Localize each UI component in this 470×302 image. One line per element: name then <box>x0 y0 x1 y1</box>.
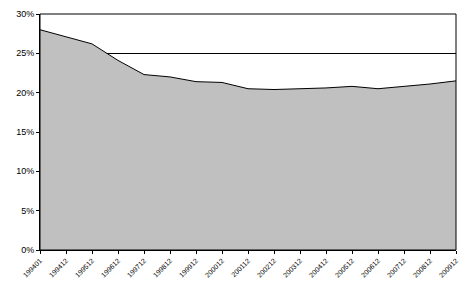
svg-text:200412: 200412 <box>308 257 330 279</box>
svg-text:30%: 30% <box>16 9 34 19</box>
svg-text:200712: 200712 <box>386 257 408 279</box>
svg-text:200612: 200612 <box>360 257 382 279</box>
svg-text:200812: 200812 <box>412 257 434 279</box>
svg-text:200012: 200012 <box>204 257 226 279</box>
svg-text:199712: 199712 <box>126 257 148 279</box>
svg-text:200212: 200212 <box>256 257 278 279</box>
svg-text:199812: 199812 <box>152 257 174 279</box>
svg-text:10%: 10% <box>16 166 34 176</box>
svg-text:20%: 20% <box>16 88 34 98</box>
svg-text:25%: 25% <box>16 48 34 58</box>
svg-text:200112: 200112 <box>230 257 251 278</box>
svg-text:199412: 199412 <box>48 257 70 279</box>
svg-text:5%: 5% <box>21 206 34 216</box>
svg-text:199512: 199512 <box>74 257 96 279</box>
svg-text:199912: 199912 <box>178 257 200 279</box>
svg-text:200312: 200312 <box>282 257 304 279</box>
svg-text:200912: 200912 <box>438 257 460 279</box>
svg-text:200512: 200512 <box>334 257 356 279</box>
svg-text:0%: 0% <box>21 245 34 255</box>
svg-text:199612: 199612 <box>100 257 122 279</box>
svg-text:15%: 15% <box>16 127 34 137</box>
svg-text:199401: 199401 <box>22 257 44 279</box>
